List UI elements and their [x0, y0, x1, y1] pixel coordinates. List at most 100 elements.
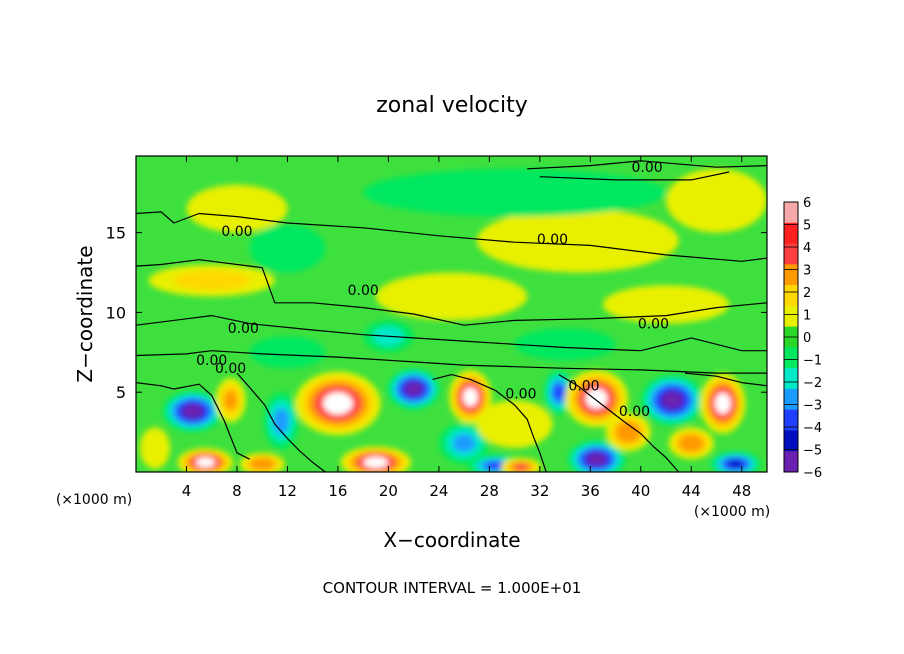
field-blob-3	[254, 460, 271, 468]
x-tick-label: 44	[682, 482, 701, 500]
colorbar-swatch	[784, 388, 798, 411]
colorbar-swatch	[784, 285, 798, 307]
contour-label: 0.00	[638, 316, 669, 332]
contour-label: 0.00	[619, 404, 650, 420]
x-tick-label: 36	[581, 482, 600, 500]
contour-interval-footer: CONTOUR INTERVAL = 1.000E+01	[323, 579, 582, 597]
colorbar-tick-label: 0	[803, 331, 811, 346]
x-unit-label-right: (×1000 m)	[694, 504, 770, 520]
zero-contour-2	[136, 315, 767, 352]
contour-label: 0.00	[568, 379, 599, 395]
field-blob-20	[145, 435, 165, 461]
x-tick-label: 48	[732, 482, 751, 500]
field-blob-22	[264, 342, 311, 363]
colorbar-swatch	[784, 243, 798, 265]
field-blob-9	[452, 434, 476, 453]
field-blob-10	[485, 461, 506, 470]
contour-label: 0.00	[215, 361, 246, 377]
contour-label: 0.00	[196, 353, 227, 369]
x-tick-label: 4	[182, 482, 192, 500]
zero-contour-6	[432, 374, 547, 472]
y-tick-label: 5	[116, 383, 126, 402]
field-blob-30	[685, 181, 748, 221]
x-tick-label: 24	[429, 482, 448, 500]
zero-contour-0	[136, 211, 767, 262]
field-core-7	[404, 381, 423, 397]
colorbar-tick-label: −1	[803, 354, 822, 369]
field-blob-11	[513, 463, 528, 471]
field-core-0	[182, 404, 204, 419]
zero-contour-1	[136, 259, 767, 326]
field-blob-27	[515, 220, 640, 261]
field-blob-4	[273, 408, 290, 434]
colorbar-tick-label: 2	[803, 286, 811, 301]
colorbar-swatch	[784, 368, 798, 390]
field-core-17	[714, 392, 731, 414]
x-tick-label: 16	[328, 482, 347, 500]
zero-contour-5	[236, 372, 326, 472]
field-blob-12	[553, 384, 565, 401]
x-axis-label: X−coordinate	[383, 528, 520, 552]
zero-contour-8	[684, 372, 767, 387]
field-core-8	[462, 387, 478, 407]
colorbar-swatch	[784, 451, 798, 473]
plot-frame	[135, 155, 768, 473]
contour-label: 0.00	[632, 160, 663, 176]
field-core-1	[195, 457, 216, 468]
x-unit-label-left: (×1000 m)	[56, 492, 132, 508]
field-blob-19	[728, 460, 743, 468]
colorbar-tick-label: −2	[803, 376, 822, 391]
contour-label: 0.00	[221, 224, 252, 240]
colorbar: 6 5 4 3 2 1 0 −1 −2 −3 −4 −5 −6	[783, 196, 822, 481]
field-blob-25	[264, 233, 311, 264]
field-core-16	[661, 391, 684, 410]
field-core-13	[585, 388, 608, 409]
colorbar-swatch	[784, 202, 798, 224]
colorbar-tick-label: −5	[803, 444, 822, 459]
colorbar-tick-label: −3	[803, 399, 822, 414]
field-blob-32	[205, 193, 269, 224]
colorbar-swatch	[784, 409, 798, 431]
y-tick-label: 15	[106, 224, 126, 243]
field-core-14	[586, 452, 607, 466]
contour-label: 0.00	[537, 232, 568, 248]
field-blob-18	[683, 437, 700, 449]
contour-label: 0.00	[505, 387, 536, 403]
field-blob-15	[620, 425, 637, 439]
x-axis: 4 8 12 16 20 24 28 32 36 40 44 48	[182, 156, 751, 500]
colorbar-swatch	[784, 222, 798, 245]
colorbar-tick-label: −4	[803, 421, 822, 436]
field-core-6	[363, 456, 389, 469]
y-axis: 5 10 15	[106, 224, 767, 402]
y-tick-label: 10	[106, 303, 126, 322]
colorbar-tick-label: −6	[803, 466, 822, 481]
x-tick-label: 32	[530, 482, 549, 500]
field-blob-21	[491, 409, 538, 439]
contour-label: 0.00	[228, 321, 259, 337]
colorbar-tick-label: 3	[803, 264, 811, 279]
field-blob-29	[627, 292, 705, 317]
zero-contour-7	[558, 374, 680, 472]
colorbar-tick-label: 1	[803, 309, 811, 324]
x-tick-label: 40	[631, 482, 650, 500]
plot-area: 0.000.00 0.000.000.00 0.000.000.000.00 0.00…	[135, 155, 768, 473]
y-axis-label: Z−coordinate	[73, 245, 97, 382]
colorbar-tick-label: 4	[803, 241, 811, 256]
x-tick-label: 20	[379, 482, 398, 500]
field-blob-28	[363, 168, 666, 217]
chart-title: zonal velocity	[376, 93, 528, 118]
colorbar-swatch	[784, 305, 798, 328]
field-blob-24	[172, 270, 251, 291]
x-tick-label: 8	[232, 482, 242, 500]
colorbar-swatch	[784, 430, 798, 452]
zero-contour-10	[539, 171, 730, 181]
colorbar-swatch	[784, 264, 798, 286]
field-blob-26	[404, 281, 499, 312]
colorbar-tick-label: 6	[803, 196, 811, 211]
zero-contour-3	[136, 350, 767, 374]
contour-labels: 0.000.00 0.000.000.00 0.000.000.000.00 0.00…	[196, 160, 669, 420]
field-core-5	[322, 392, 353, 415]
contour-label: 0.00	[348, 283, 379, 299]
x-tick-label: 12	[278, 482, 297, 500]
